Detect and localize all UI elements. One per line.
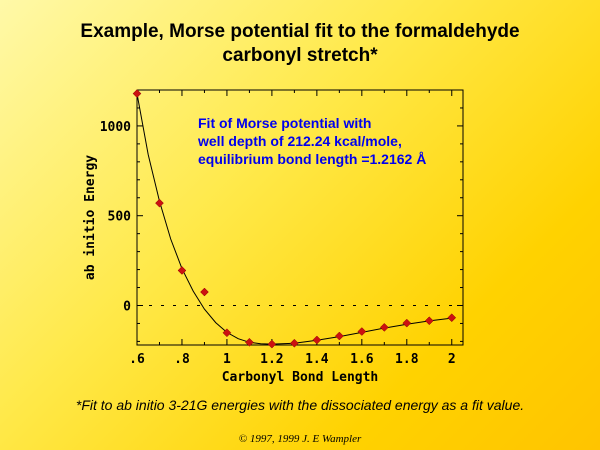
data-point — [312, 335, 322, 345]
data-point — [334, 331, 344, 341]
x-tick-label: .6 — [129, 352, 145, 367]
data-point — [447, 313, 457, 323]
slide-title: Example, Morse potential fit to the form… — [0, 20, 600, 68]
y-axis-label: ab initio Energy — [83, 155, 98, 280]
fit-annotation-line: well depth of 212.24 kcal/mole, — [197, 133, 402, 149]
y-tick-label: 1000 — [100, 120, 131, 135]
data-point — [132, 89, 142, 98]
x-tick-label: 1 — [223, 352, 231, 367]
data-point — [267, 339, 277, 349]
y-tick-label: 0 — [123, 299, 131, 314]
fit-annotation-line: Fit of Morse potential with — [198, 115, 371, 131]
data-point — [155, 198, 164, 208]
fit-annotation-line: equilibrium bond length =1.2162 Å — [198, 151, 426, 167]
data-point — [379, 323, 389, 332]
data-point — [402, 318, 412, 328]
x-tick-label: 1.2 — [260, 352, 283, 367]
y-tick-label: 500 — [108, 210, 132, 225]
data-point — [357, 327, 367, 336]
data-point — [290, 338, 299, 348]
morse-fit-curve — [136, 93, 452, 345]
footnote: *Fit to ab initio 3-21G energies with th… — [75, 397, 525, 413]
x-tick-label: 1.4 — [305, 352, 329, 367]
x-tick-label: .8 — [174, 352, 190, 367]
slide-title-line1: Example, Morse potential fit to the form… — [80, 21, 520, 42]
data-point — [177, 266, 187, 275]
x-tick-label: 2 — [448, 352, 456, 367]
x-axis-label: Carbonyl Bond Length — [222, 370, 379, 385]
data-point — [200, 287, 209, 297]
copyright: © 1997, 1999 J. E Wampler — [238, 433, 362, 445]
plot-frame — [136, 89, 464, 346]
data-point — [424, 316, 434, 326]
x-tick-label: 1.8 — [395, 352, 419, 367]
data-point — [222, 328, 232, 338]
x-tick-label: 1.6 — [350, 352, 374, 367]
slide-title-line2: carbonyl stretch* — [222, 45, 378, 66]
data-point — [245, 337, 254, 347]
